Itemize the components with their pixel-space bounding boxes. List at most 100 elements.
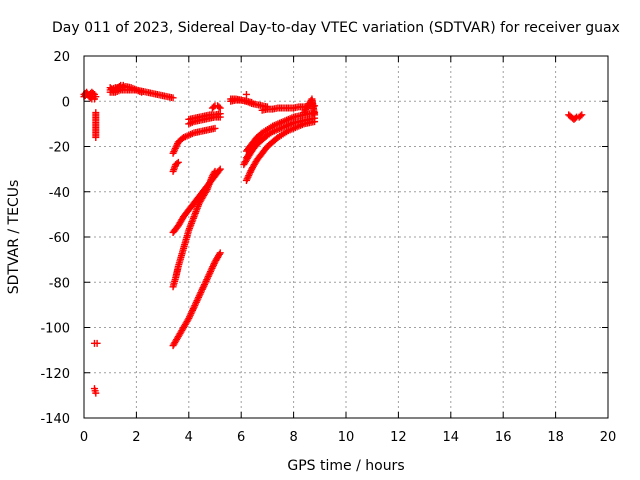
data-point bbox=[119, 81, 127, 89]
x-tick-label: 2 bbox=[132, 430, 140, 445]
data-point bbox=[192, 300, 200, 308]
series-s2 bbox=[80, 88, 98, 103]
data-point bbox=[196, 290, 204, 298]
data-point bbox=[248, 98, 256, 106]
data-point bbox=[203, 276, 211, 284]
data-point bbox=[202, 277, 210, 285]
data-point bbox=[198, 287, 206, 295]
data-point bbox=[210, 261, 218, 269]
data-points bbox=[80, 81, 586, 397]
data-point bbox=[169, 149, 177, 157]
series-s5 bbox=[90, 385, 100, 397]
data-point bbox=[173, 159, 181, 167]
y-tick-label: -60 bbox=[49, 231, 70, 246]
series-s9 bbox=[169, 124, 219, 157]
y-tick-label: -100 bbox=[40, 322, 70, 337]
data-point bbox=[200, 282, 208, 290]
data-point bbox=[201, 279, 209, 287]
data-point bbox=[245, 170, 253, 178]
data-point bbox=[205, 271, 213, 279]
data-point bbox=[90, 95, 98, 103]
data-point bbox=[194, 295, 202, 303]
data-point bbox=[216, 165, 224, 173]
y-axis-title: SDTVAR / TECUs bbox=[6, 180, 22, 295]
x-tick-label: 14 bbox=[443, 430, 460, 445]
data-point bbox=[202, 187, 210, 195]
data-point bbox=[201, 281, 209, 289]
data-point bbox=[204, 272, 212, 280]
data-point bbox=[198, 285, 206, 293]
series-s10 bbox=[169, 158, 182, 175]
series-s8 bbox=[106, 81, 127, 94]
data-point bbox=[197, 289, 205, 297]
data-point bbox=[170, 148, 178, 156]
data-point bbox=[211, 124, 219, 132]
data-point bbox=[246, 168, 254, 176]
data-point bbox=[186, 311, 194, 319]
data-point bbox=[195, 293, 203, 301]
data-point bbox=[209, 263, 217, 271]
y-tick-label: -80 bbox=[49, 276, 70, 291]
data-point bbox=[171, 146, 179, 154]
x-tick-label: 4 bbox=[185, 430, 193, 445]
series-s15 bbox=[169, 167, 219, 291]
y-tick-label: -20 bbox=[49, 141, 70, 156]
data-point bbox=[244, 173, 252, 181]
x-axis-title: GPS time / hours bbox=[287, 458, 404, 474]
data-point bbox=[216, 104, 224, 112]
series-s24 bbox=[242, 118, 319, 184]
series-s18 bbox=[227, 96, 256, 106]
data-point bbox=[195, 292, 203, 300]
y-tick-label: -140 bbox=[40, 412, 70, 427]
data-point bbox=[190, 303, 198, 311]
x-tick-label: 0 bbox=[80, 430, 88, 445]
data-point bbox=[215, 250, 223, 258]
data-point bbox=[93, 339, 101, 347]
data-point bbox=[192, 298, 200, 306]
series-s16 bbox=[169, 249, 224, 350]
data-point bbox=[210, 260, 218, 268]
data-point bbox=[208, 264, 216, 272]
x-tick-label: 6 bbox=[237, 430, 245, 445]
data-point bbox=[204, 274, 212, 282]
data-point bbox=[207, 266, 215, 274]
data-point bbox=[169, 94, 177, 102]
data-point bbox=[115, 83, 123, 91]
data-point bbox=[173, 141, 181, 149]
data-point bbox=[189, 306, 197, 314]
x-tick-label: 10 bbox=[338, 430, 355, 445]
data-point bbox=[138, 88, 146, 96]
data-point bbox=[576, 112, 584, 120]
y-tick-label: -40 bbox=[49, 186, 70, 201]
series-s3 bbox=[92, 109, 100, 141]
x-tick-label: 8 bbox=[289, 430, 297, 445]
data-point bbox=[187, 310, 195, 318]
x-tick-label: 20 bbox=[600, 430, 617, 445]
data-point bbox=[87, 94, 95, 102]
data-point bbox=[174, 158, 182, 166]
data-point bbox=[207, 268, 215, 276]
data-point bbox=[215, 166, 223, 174]
y-tick-label: 0 bbox=[62, 95, 70, 110]
data-point bbox=[186, 313, 194, 321]
y-tick-label: 20 bbox=[53, 50, 70, 65]
series-s25 bbox=[240, 136, 264, 169]
data-point bbox=[199, 284, 207, 292]
series-s4 bbox=[90, 339, 101, 347]
data-point bbox=[210, 169, 218, 177]
data-point bbox=[256, 136, 264, 144]
data-point bbox=[242, 90, 250, 98]
x-tick-label: 12 bbox=[390, 430, 407, 445]
axis-ticks: 0 2 4 6 8 10 12 14 16 18 20 20 0 -20 -40 -60 -80 -100 -120… bbox=[40, 50, 616, 445]
plot-area-border bbox=[83, 55, 609, 419]
chart-title: Day 011 of 2023, Sidereal Day-to-day VTE… bbox=[52, 20, 620, 36]
x-tick-label: 16 bbox=[495, 430, 512, 445]
data-point bbox=[92, 133, 100, 141]
y-tick-label: -120 bbox=[40, 367, 70, 382]
data-point bbox=[216, 249, 224, 257]
data-point bbox=[571, 114, 579, 122]
series-s13 bbox=[208, 102, 224, 112]
data-point bbox=[215, 103, 223, 111]
data-point bbox=[242, 176, 250, 184]
